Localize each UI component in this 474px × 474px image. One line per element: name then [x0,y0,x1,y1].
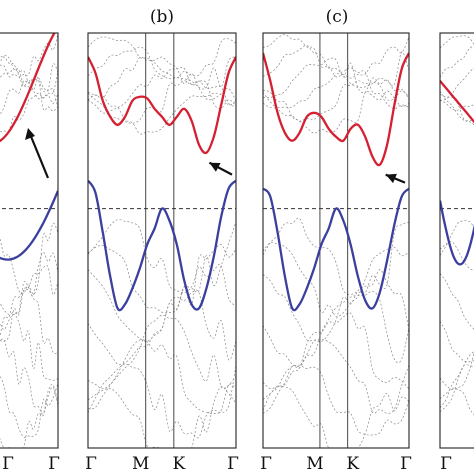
conduction-band-line [263,52,409,167]
panel-plot-area [88,33,236,448]
background-band [440,90,474,122]
background-band [440,99,474,111]
transition-arrow [28,133,50,179]
background-band [263,269,409,343]
valence-band-line [440,200,474,266]
background-band [440,241,474,271]
panel-frame [87,32,237,449]
background-band [440,35,474,49]
conduction-band-line [0,33,56,143]
background-band [88,36,236,79]
background-band [88,219,236,294]
background-band [0,92,58,133]
background-band [0,252,58,315]
background-band [263,290,409,367]
background-band [0,314,58,381]
background-band [263,364,409,436]
k-tick-label: Γ [85,454,97,474]
background-band [0,78,58,115]
background-band [88,80,236,124]
arrow-head [25,128,35,140]
valence-band-line [88,179,236,312]
background-band [263,57,409,101]
background-band [440,321,474,363]
k-tick-label: Γ [400,454,412,474]
background-band [0,33,58,78]
background-band [0,264,58,342]
k-tick-label: Γ [260,454,272,474]
panel-plot-area [263,33,409,448]
k-tick-label: Γ [48,454,60,474]
panel-d: Γ [439,32,474,474]
background-band [440,351,474,413]
k-tick-label: M [306,454,323,474]
background-band [88,386,236,448]
background-band [440,67,474,102]
background-band [440,273,474,330]
background-band [263,34,409,79]
background-band [263,217,409,295]
background-band [263,67,409,110]
background-band [263,89,409,134]
background-band [0,56,58,100]
arrow-head [385,173,397,184]
k-tick-label: Γ [440,454,452,474]
background-band [440,387,474,416]
background-band [263,338,409,414]
background-band [0,55,58,92]
background-band [0,69,58,112]
conduction-band-line [440,80,474,124]
background-band [263,45,409,88]
background-band [88,339,236,414]
background-band [263,241,409,318]
background-band [88,66,236,114]
background-band [0,375,58,438]
k-tick-label: K [346,454,359,474]
arrow-head [209,162,221,172]
background-band [440,364,474,409]
background-band [0,222,58,295]
panel-plot-area [440,35,474,416]
background-band [263,312,409,390]
background-band [88,56,236,102]
background-band [263,385,409,448]
k-tick-label: K [172,454,185,474]
background-band [88,363,236,439]
panel-c-label: (c) [326,7,349,27]
background-band [0,386,58,448]
background-band [440,46,474,78]
panel-plot-area [0,33,58,448]
panel-frame [262,32,410,449]
panel-b-label: (b) [150,7,174,27]
background-band [88,244,236,314]
k-tick-label: Γ [227,454,239,474]
panel-frame [0,32,59,449]
background-band [440,93,474,126]
k-tick-label: Γ [2,454,14,474]
background-band [88,289,236,366]
background-band [88,46,236,90]
background-band [88,314,236,390]
panel-frame [439,32,474,449]
k-tick-label: M [132,454,149,474]
background-band [88,263,236,342]
valence-band-line [263,187,409,312]
background-band [0,289,58,354]
conduction-band-line [88,56,236,155]
background-band [263,79,409,122]
background-band [440,351,474,391]
background-band [0,338,58,415]
valence-band-line [0,190,58,261]
